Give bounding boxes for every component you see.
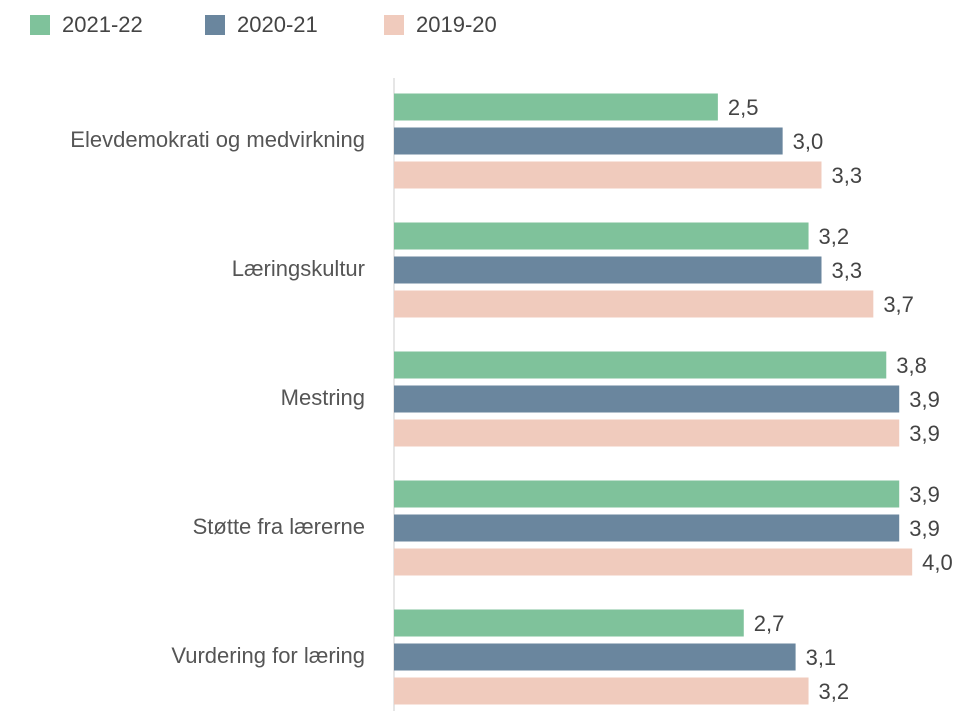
value-label: 4,0 bbox=[922, 550, 953, 575]
value-label: 3,0 bbox=[793, 129, 824, 154]
legend-swatch bbox=[205, 15, 225, 35]
legend-label: 2021-22 bbox=[62, 12, 143, 37]
value-label: 3,3 bbox=[832, 163, 863, 188]
value-label: 3,2 bbox=[819, 224, 850, 249]
legend-label: 2019-20 bbox=[416, 12, 497, 37]
bar bbox=[394, 514, 900, 542]
value-label: 3,7 bbox=[883, 292, 914, 317]
bar bbox=[394, 548, 913, 576]
y-tick-label: Mestring bbox=[281, 385, 365, 410]
bar bbox=[394, 161, 822, 189]
value-label: 2,5 bbox=[728, 95, 759, 120]
bar bbox=[394, 385, 900, 413]
bar bbox=[394, 290, 874, 318]
value-label: 3,2 bbox=[819, 679, 850, 704]
y-tick-label: Elevdemokrati og medvirkning bbox=[70, 127, 365, 152]
y-tick-label: Læringskultur bbox=[232, 256, 365, 281]
bar bbox=[394, 93, 718, 121]
value-label: 3,9 bbox=[909, 421, 940, 446]
bar bbox=[394, 643, 796, 671]
y-tick-label: Vurdering for læring bbox=[171, 643, 365, 668]
bar bbox=[394, 480, 900, 508]
bar bbox=[394, 256, 822, 284]
bar bbox=[394, 127, 783, 155]
legend-swatch bbox=[384, 15, 404, 35]
bar bbox=[394, 677, 809, 705]
bar bbox=[394, 222, 809, 250]
value-label: 3,9 bbox=[909, 482, 940, 507]
legend-label: 2020-21 bbox=[237, 12, 318, 37]
value-label: 3,8 bbox=[896, 353, 927, 378]
value-label: 3,9 bbox=[909, 516, 940, 541]
bar bbox=[394, 351, 887, 379]
value-label: 3,9 bbox=[909, 387, 940, 412]
bar bbox=[394, 609, 744, 637]
value-label: 2,7 bbox=[754, 611, 785, 636]
value-label: 3,1 bbox=[806, 645, 837, 670]
value-label: 3,3 bbox=[832, 258, 863, 283]
bar bbox=[394, 419, 900, 447]
legend-swatch bbox=[30, 15, 50, 35]
y-tick-label: Støtte fra lærerne bbox=[193, 514, 365, 539]
